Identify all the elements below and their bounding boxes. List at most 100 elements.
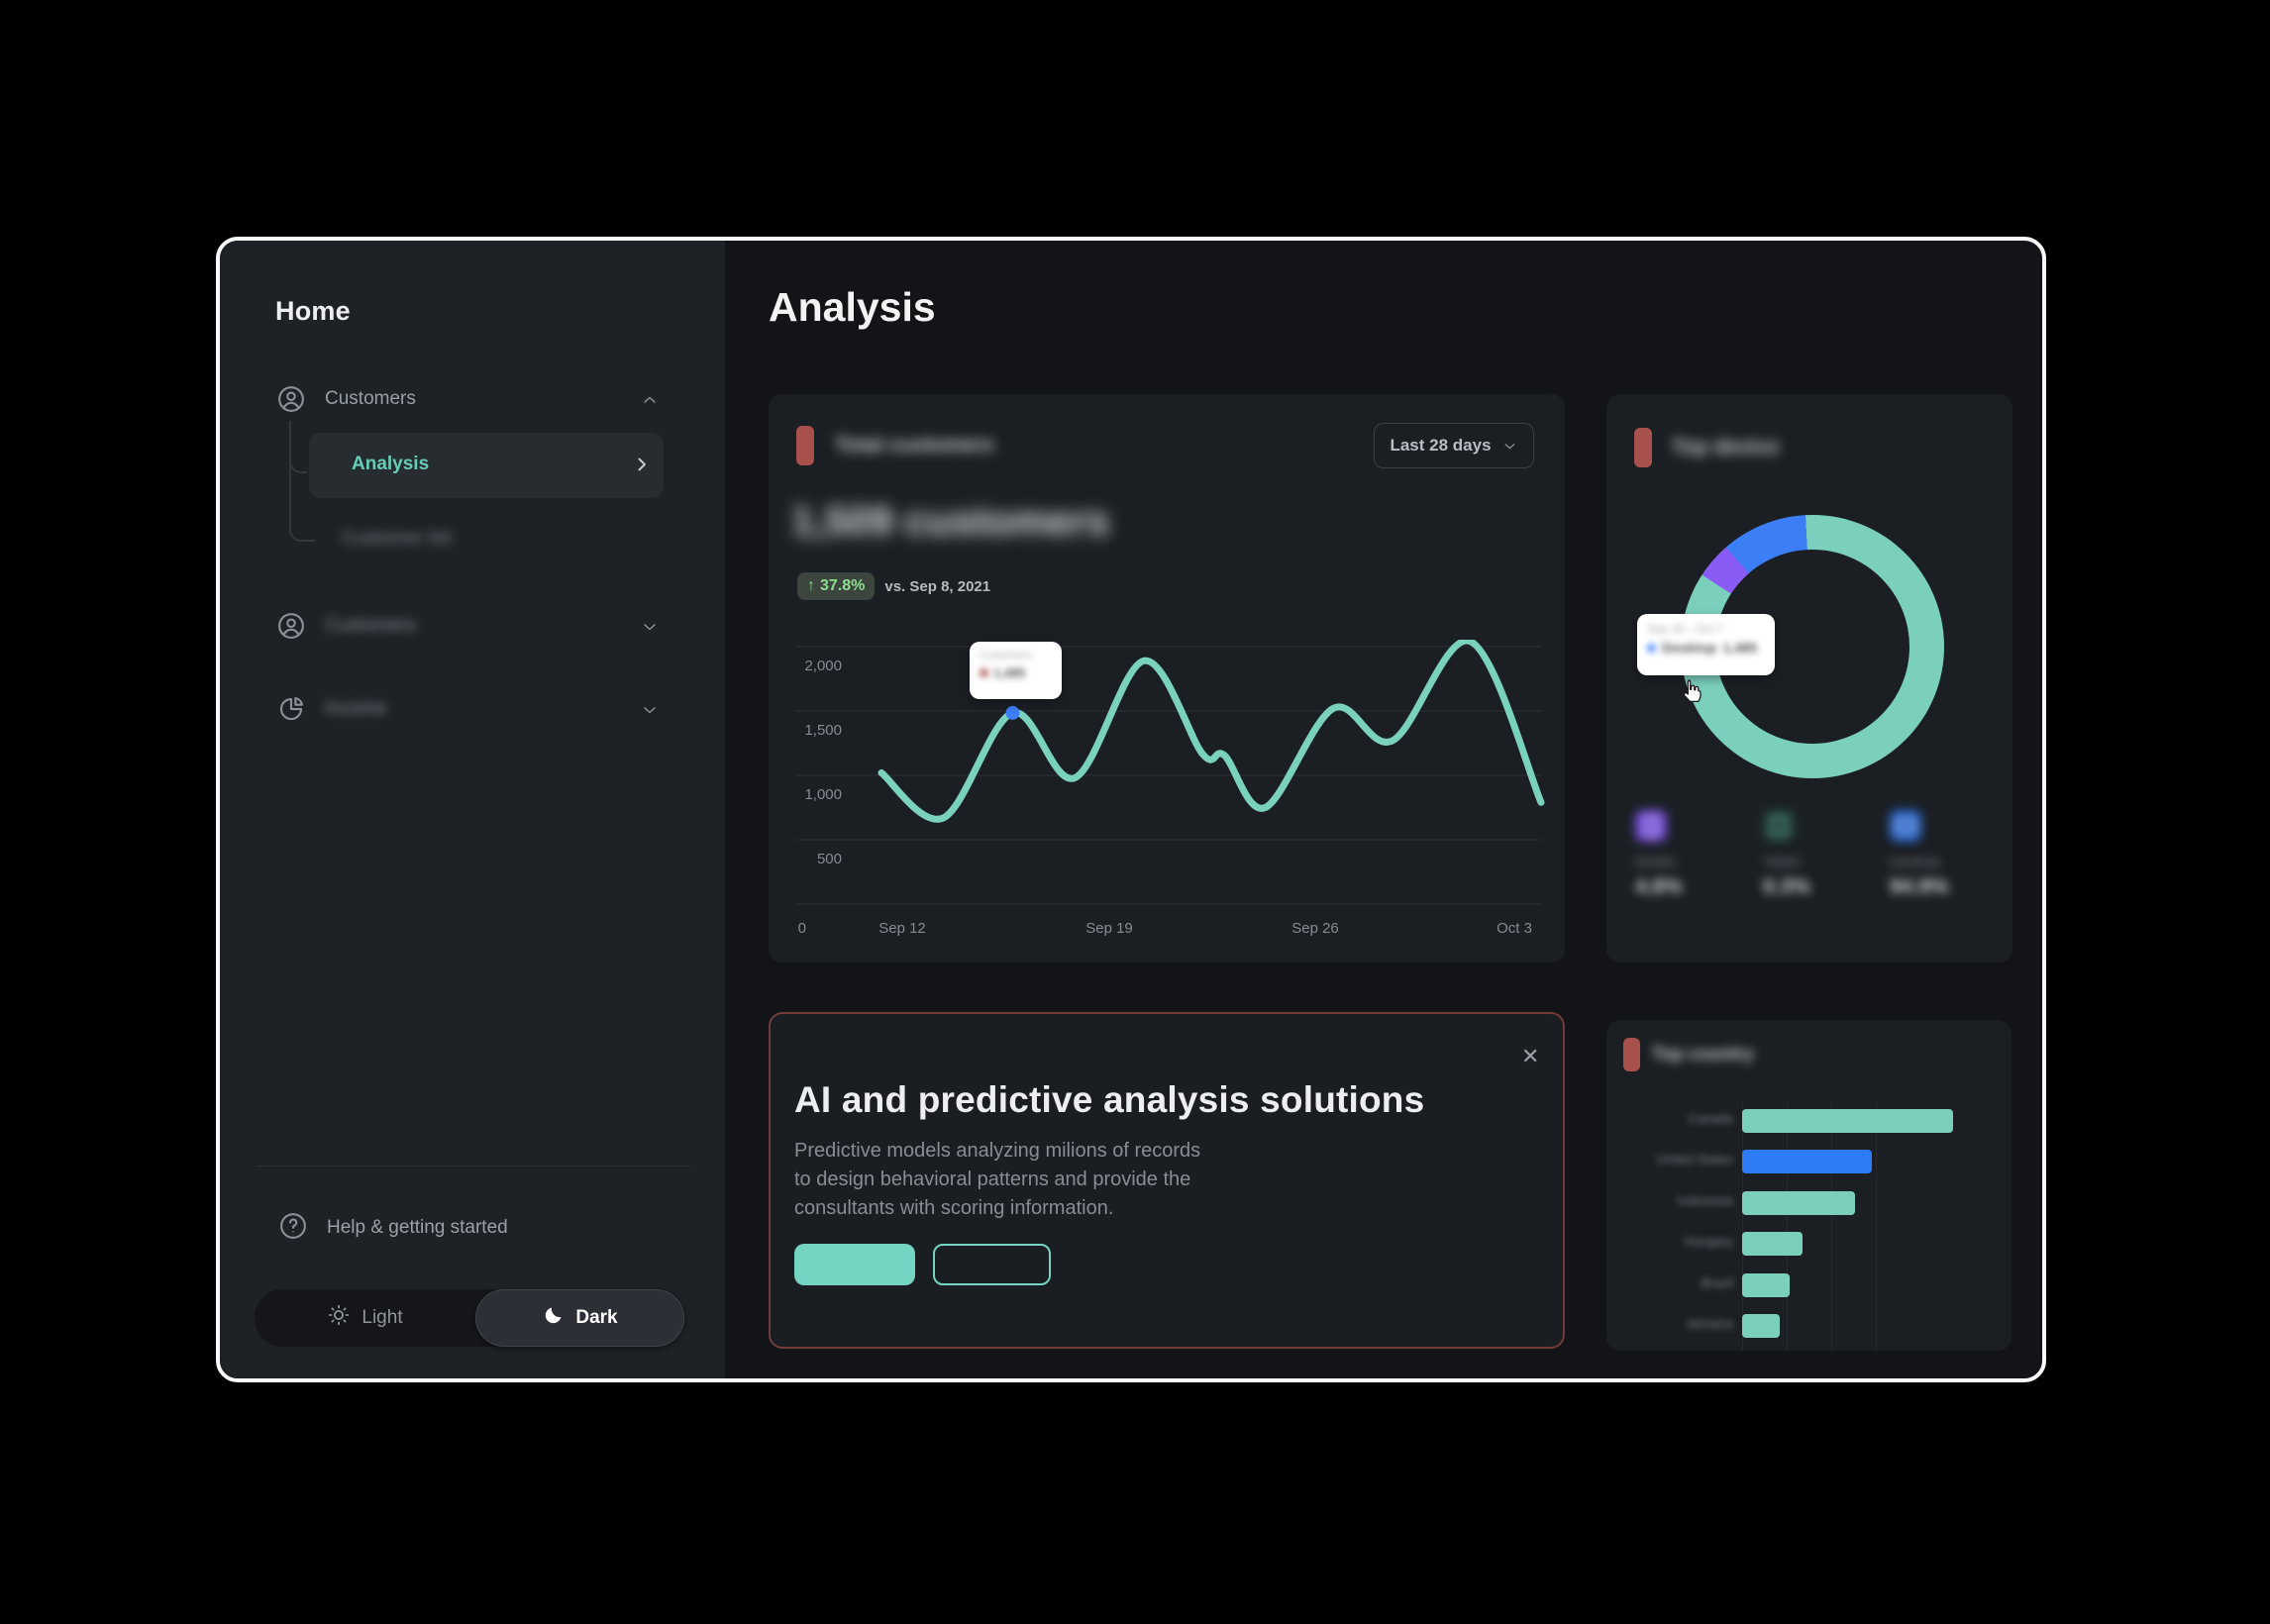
nav-tree-connector <box>289 421 315 542</box>
tooltip-device: Desktop <box>1662 640 1717 656</box>
gridline <box>1742 1102 1743 1350</box>
y-tick: 1,500 <box>804 722 842 739</box>
stat-value: 94.9% <box>1890 875 1949 898</box>
help-link[interactable]: Help & getting started <box>220 1207 725 1251</box>
customers-headline: 1,509 customers <box>791 498 1110 544</box>
top-device-card: Top device Sep 30 - Oct 7 Desktop 1,485 <box>1606 394 2012 963</box>
country-bar[interactable] <box>1742 1273 1790 1297</box>
x-tick: Oct 3 <box>1496 920 1532 937</box>
promo-card: ✕ AI and predictive analysis solutions P… <box>769 1012 1565 1349</box>
y-tick: 500 <box>817 851 842 867</box>
total-customers-card: Total customers Last 28 days 1,509 custo… <box>769 394 1565 963</box>
sidebar-item-customers-2[interactable]: Customers <box>220 611 725 651</box>
user-circle-icon <box>276 384 306 414</box>
date-range-value: Last 28 days <box>1390 436 1492 455</box>
stat-desktop: Desktop 94.9% <box>1890 810 2009 899</box>
chart-tooltip: Customers 1,485 <box>970 642 1062 699</box>
country-bar[interactable] <box>1742 1109 1953 1133</box>
theme-toggle: Light Dark <box>255 1289 684 1347</box>
country-label: United States <box>1655 1152 1733 1167</box>
sun-icon <box>327 1303 351 1333</box>
sidebar-item-income[interactable]: Income <box>220 694 725 734</box>
delta-value: 37.8% <box>820 577 866 594</box>
country-bar[interactable] <box>1742 1314 1780 1338</box>
chevron-down-icon <box>640 700 660 720</box>
user-circle-icon <box>276 611 306 641</box>
promo-description: Predictive models analyzing milions of r… <box>794 1140 1201 1219</box>
country-row: Jamaica <box>1606 1314 2012 1338</box>
theme-dark-label: Dark <box>575 1307 618 1328</box>
sidebar-item-customers[interactable]: Customers <box>220 384 725 424</box>
stat-value: 0.3% <box>1763 875 1810 898</box>
chevron-down-icon <box>640 617 660 637</box>
x-tick: Sep 19 <box>1085 920 1133 937</box>
help-label: Help & getting started <box>327 1217 508 1238</box>
pie-chart-icon <box>276 694 306 724</box>
theme-dark-option[interactable]: Dark <box>475 1289 684 1347</box>
gridline <box>1787 1102 1788 1350</box>
card-marker <box>1623 1038 1640 1071</box>
promo-title: AI and predictive analysis solutions <box>794 1079 1425 1120</box>
y-tick: 2,000 <box>804 658 842 674</box>
country-label: Jamaica <box>1685 1316 1733 1331</box>
chevron-right-icon <box>632 455 652 474</box>
y-tick: 1,000 <box>804 786 842 803</box>
country-bar[interactable] <box>1742 1232 1803 1256</box>
tooltip-value: 1,485 <box>993 665 1026 680</box>
arrow-up-icon: ↑ <box>807 577 815 594</box>
sidebar-item-label: Analysis <box>352 454 430 474</box>
page-title: Analysis <box>769 284 936 330</box>
sidebar-divider <box>257 1166 690 1167</box>
card-marker <box>1634 428 1652 467</box>
card-title: Top country <box>1652 1044 1754 1064</box>
stat-label: Tablet <box>1763 854 1801 869</box>
stat-label: Desktop <box>1890 854 1941 869</box>
country-row: Indonesia <box>1606 1191 2012 1215</box>
pointer-hand-cursor <box>1678 677 1705 705</box>
sidebar-item-label: Customers <box>325 615 416 636</box>
country-row: Canada <box>1606 1109 2012 1133</box>
series-dot-icon <box>1647 643 1656 653</box>
top-country-card: Top country Canada United States Indones… <box>1606 1020 2012 1351</box>
country-row: Hungary <box>1606 1232 2012 1256</box>
highlight-point[interactable] <box>1005 705 1020 720</box>
delta-badge: ↑ 37.8% <box>797 572 876 600</box>
series-dot-icon <box>980 668 988 677</box>
sidebar: Home Customers Analysis <box>220 241 725 1378</box>
country-row: Brazil <box>1606 1273 2012 1297</box>
nav-tree-branch <box>289 421 307 473</box>
country-label: Canada <box>1688 1111 1733 1126</box>
delta-row: ↑ 37.8% vs. Sep 8, 2021 <box>797 572 990 600</box>
sidebar-item-analysis[interactable]: Analysis <box>309 433 664 498</box>
chevron-down-icon <box>1504 443 1514 449</box>
tooltip-value: 1,485 <box>1722 640 1758 656</box>
theme-light-option[interactable]: Light <box>255 1289 475 1347</box>
card-title: Total customers <box>835 434 994 457</box>
country-bar[interactable] <box>1742 1191 1855 1215</box>
country-label: Brazil <box>1701 1275 1733 1290</box>
country-label: Hungary <box>1684 1234 1733 1249</box>
theme-light-label: Light <box>361 1307 403 1328</box>
close-icon[interactable]: ✕ <box>1521 1044 1540 1068</box>
promo-secondary-button[interactable] <box>933 1244 1051 1285</box>
country-label: Indonesia <box>1677 1193 1733 1208</box>
line-chart: 2,000 1,500 1,000 500 0 Sep 12 Sep 19 Se… <box>769 640 1565 943</box>
delta-caption: vs. Sep 8, 2021 <box>884 577 991 595</box>
tooltip-period: Sep 30 - Oct 7 <box>1647 622 1724 636</box>
date-range-dropdown[interactable]: Last 28 days <box>1374 423 1534 468</box>
sidebar-item-customer-list[interactable]: Customer list <box>342 528 452 549</box>
stat-mobile: Mobile 4.8% <box>1635 810 1754 899</box>
gridline <box>1876 1102 1877 1350</box>
promo-primary-button[interactable] <box>794 1244 915 1285</box>
donut-tooltip: Sep 30 - Oct 7 Desktop 1,485 <box>1637 614 1775 675</box>
line-chart-svg: 2,000 1,500 1,000 500 0 Sep 12 Sep 19 Se… <box>796 640 1545 937</box>
card-marker <box>796 426 814 465</box>
sidebar-title: Home <box>275 296 351 326</box>
x-tick: Sep 12 <box>878 920 926 937</box>
country-bar[interactable] <box>1742 1150 1872 1173</box>
card-title: Top device <box>1672 436 1780 458</box>
stat-tablet: Tablet 0.3% <box>1763 810 1882 899</box>
sidebar-item-label: Customers <box>325 388 416 409</box>
stat-label: Mobile <box>1635 854 1677 869</box>
tablet-icon <box>1763 810 1795 842</box>
